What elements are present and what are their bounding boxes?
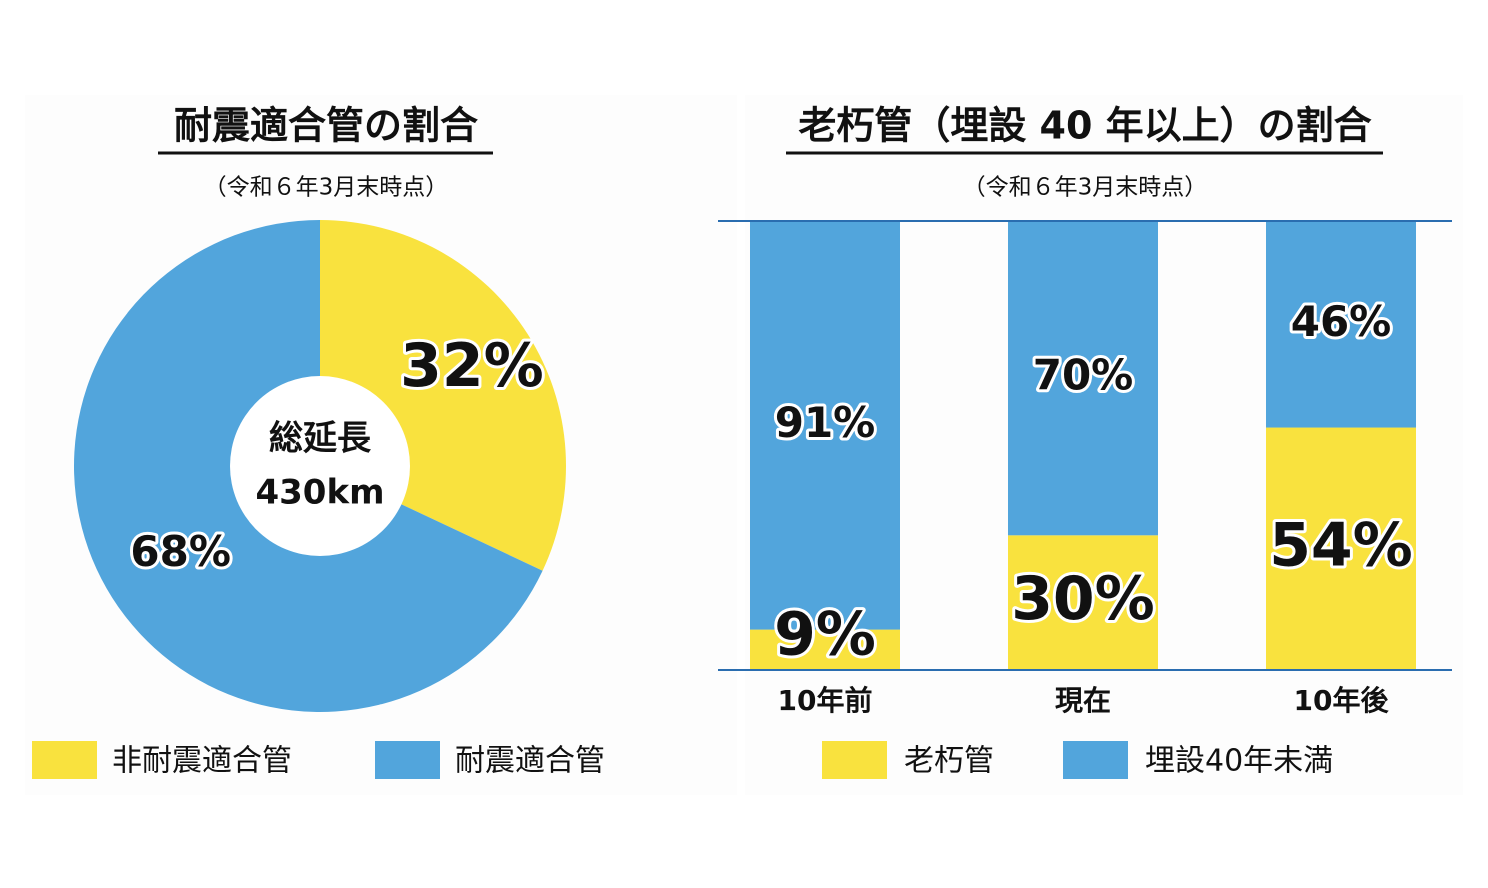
bar-segment [1008, 221, 1158, 536]
value-label: 70% [1033, 351, 1134, 400]
x-tick-label: 現在 [1055, 684, 1111, 717]
value-label: 30% [1011, 564, 1155, 634]
value-label: 68% [130, 527, 231, 576]
value-label: 54% [1269, 510, 1413, 580]
chart-title: 老朽管（埋設 40 年以上）の割合 [798, 104, 1371, 148]
subtitle: （令和６年3月末時点） [204, 175, 449, 201]
legend-label: 耐震適合管 [455, 744, 605, 779]
x-tick-label: 10年後 [1294, 684, 1390, 717]
center-label: 総延長 [269, 419, 372, 459]
bar-segment [1266, 221, 1416, 428]
subtitle: （令和６年3月末時点） [963, 175, 1208, 201]
legend-swatch [1063, 741, 1128, 779]
value-label: 9% [774, 600, 876, 670]
legend-swatch [822, 741, 887, 779]
x-tick-label: 10年前 [778, 684, 873, 717]
center-label: 430km [255, 473, 384, 513]
legend-label: 老朽管 [904, 744, 994, 779]
legend-swatch [32, 741, 97, 779]
value-label: 91% [775, 398, 876, 447]
chart-title: 耐震適合管の割合 [174, 104, 478, 148]
donut-hole [230, 376, 410, 556]
bar-segment [750, 629, 900, 670]
legend-swatch [375, 741, 440, 779]
legend-label: 非耐震適合管 [112, 744, 292, 779]
bar-segment [1008, 535, 1158, 670]
bar-segment [1266, 427, 1416, 670]
value-label: 46% [1291, 297, 1392, 346]
value-label: 32% [400, 331, 544, 401]
bar-segment [750, 221, 900, 630]
legend-label: 埋設40年未満 [1145, 744, 1333, 779]
